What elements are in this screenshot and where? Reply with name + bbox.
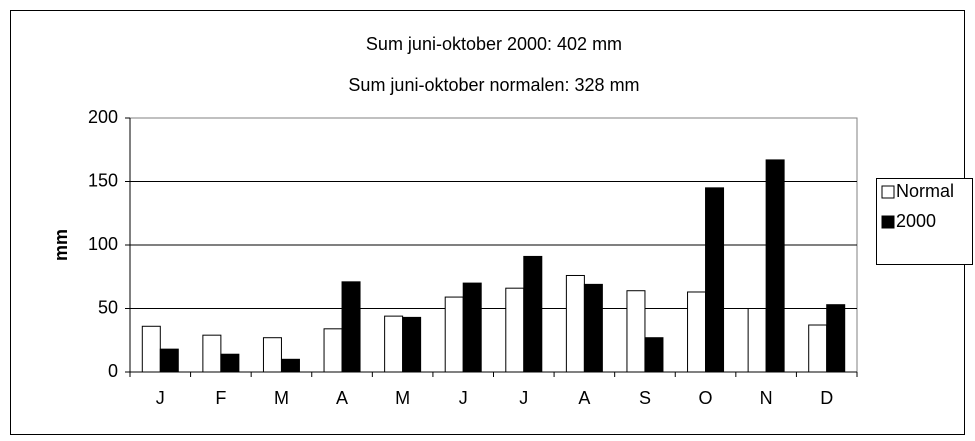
x-tick-label: F <box>215 388 226 408</box>
bar <box>626 290 646 373</box>
bar <box>280 358 300 373</box>
bar <box>341 281 361 373</box>
bar <box>141 325 161 373</box>
x-tick-label: A <box>336 388 348 408</box>
bar <box>523 255 543 373</box>
legend-swatch <box>881 215 895 229</box>
bar <box>747 308 767 373</box>
bar <box>323 328 343 373</box>
legend-label: 2000 <box>896 211 936 231</box>
x-tick-label: A <box>578 388 590 408</box>
x-tick-label: M <box>274 388 289 408</box>
legend-swatch <box>881 185 895 199</box>
bar <box>402 316 422 373</box>
bar <box>505 287 525 373</box>
bar <box>220 353 240 373</box>
y-tick-label: 100 <box>88 234 118 254</box>
y-tick-label: 0 <box>108 361 118 381</box>
chart-title: Sum juni-oktober 2000: 402 mm <box>366 34 622 54</box>
y-tick-label: 150 <box>88 170 118 190</box>
x-tick-label: S <box>639 388 651 408</box>
x-tick-label: N <box>760 388 773 408</box>
y-axis-label: mm <box>51 229 71 261</box>
bar <box>462 282 482 373</box>
bar <box>565 274 585 373</box>
bar <box>687 291 707 373</box>
x-tick-label: J <box>519 388 528 408</box>
bar <box>644 337 664 373</box>
bar <box>159 348 179 373</box>
y-tick-label: 200 <box>88 107 118 127</box>
bar <box>765 159 785 373</box>
bar <box>384 315 404 373</box>
bar <box>202 334 222 373</box>
x-tick-label: O <box>699 388 713 408</box>
x-tick-label: J <box>459 388 468 408</box>
bar <box>444 296 464 373</box>
bar <box>262 337 282 373</box>
bar <box>808 324 828 373</box>
x-tick-label: D <box>820 388 833 408</box>
legend-label: Normal <box>896 181 954 201</box>
bar <box>583 283 603 373</box>
bar <box>826 304 846 373</box>
chart-subtitle: Sum juni-oktober normalen: 328 mm <box>348 75 639 95</box>
bar <box>705 187 725 373</box>
x-tick-label: M <box>395 388 410 408</box>
y-tick-label: 50 <box>98 297 118 317</box>
x-tick-label: J <box>156 388 165 408</box>
